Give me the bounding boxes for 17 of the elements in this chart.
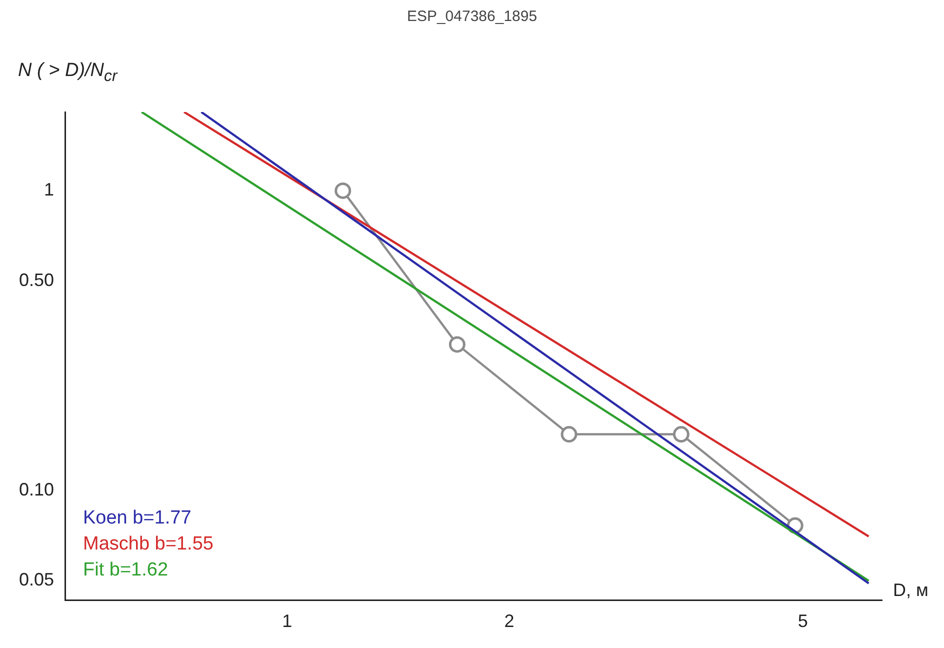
y-tick-label: 0.10 xyxy=(18,479,54,500)
x-tick-label: 2 xyxy=(504,611,514,632)
x-tick-label: 5 xyxy=(798,611,808,632)
point xyxy=(560,426,578,443)
point xyxy=(334,182,352,199)
y-axis-title: N ( > D)/N$_{cr}$ xyxy=(18,60,118,86)
text: Fit b=1.62 xyxy=(83,560,168,581)
x-axis-title: D, м xyxy=(893,580,928,601)
chart-title: ESP_047386_1895 xyxy=(406,8,538,25)
point xyxy=(672,426,690,443)
point xyxy=(448,336,466,353)
y-tick-label: 1 xyxy=(44,180,54,200)
x-tick-label: 1 xyxy=(282,611,292,632)
text: Koen b=1.77 xyxy=(83,508,192,529)
text: Maschb b=1.55 xyxy=(83,534,214,555)
y-tick-label: 0.05 xyxy=(18,570,54,590)
y-tick-label: 0.50 xyxy=(18,270,54,290)
